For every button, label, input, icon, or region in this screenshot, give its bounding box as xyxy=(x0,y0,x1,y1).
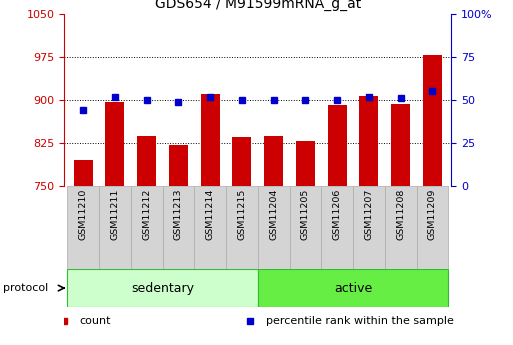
Text: GSM11211: GSM11211 xyxy=(110,189,120,240)
Bar xyxy=(360,96,379,186)
Text: GSM11208: GSM11208 xyxy=(396,189,405,240)
Bar xyxy=(194,186,226,269)
Bar xyxy=(258,269,448,307)
Bar xyxy=(99,186,131,269)
Text: GSM11206: GSM11206 xyxy=(332,189,342,240)
Bar xyxy=(67,186,99,269)
Bar xyxy=(417,186,448,269)
Text: protocol: protocol xyxy=(3,283,48,293)
Bar xyxy=(321,186,353,269)
Text: GSM11210: GSM11210 xyxy=(78,189,88,240)
Bar xyxy=(391,104,410,186)
Title: GDS654 / M91599mRNA_g_at: GDS654 / M91599mRNA_g_at xyxy=(154,0,361,11)
Bar xyxy=(289,186,321,269)
Bar xyxy=(264,136,283,186)
Text: GSM11214: GSM11214 xyxy=(206,189,214,240)
Bar xyxy=(232,137,251,186)
Text: GSM11215: GSM11215 xyxy=(238,189,246,240)
Text: GSM11213: GSM11213 xyxy=(174,189,183,240)
Bar xyxy=(328,105,347,186)
Bar xyxy=(423,55,442,186)
Bar xyxy=(169,145,188,186)
Bar xyxy=(163,186,194,269)
Bar xyxy=(296,141,315,186)
Text: GSM11205: GSM11205 xyxy=(301,189,310,240)
Bar xyxy=(201,94,220,186)
Bar xyxy=(131,186,163,269)
Text: percentile rank within the sample: percentile rank within the sample xyxy=(266,316,453,326)
Text: GSM11209: GSM11209 xyxy=(428,189,437,240)
Text: GSM11207: GSM11207 xyxy=(364,189,373,240)
Text: count: count xyxy=(80,316,111,326)
Bar xyxy=(105,102,125,186)
Bar xyxy=(353,186,385,269)
Bar xyxy=(137,136,156,186)
Text: sedentary: sedentary xyxy=(131,282,194,295)
Text: active: active xyxy=(334,282,372,295)
Bar xyxy=(67,269,258,307)
Text: GSM11212: GSM11212 xyxy=(142,189,151,240)
Bar xyxy=(385,186,417,269)
Text: GSM11204: GSM11204 xyxy=(269,189,278,240)
Bar xyxy=(226,186,258,269)
Bar xyxy=(74,160,93,186)
Bar xyxy=(258,186,289,269)
